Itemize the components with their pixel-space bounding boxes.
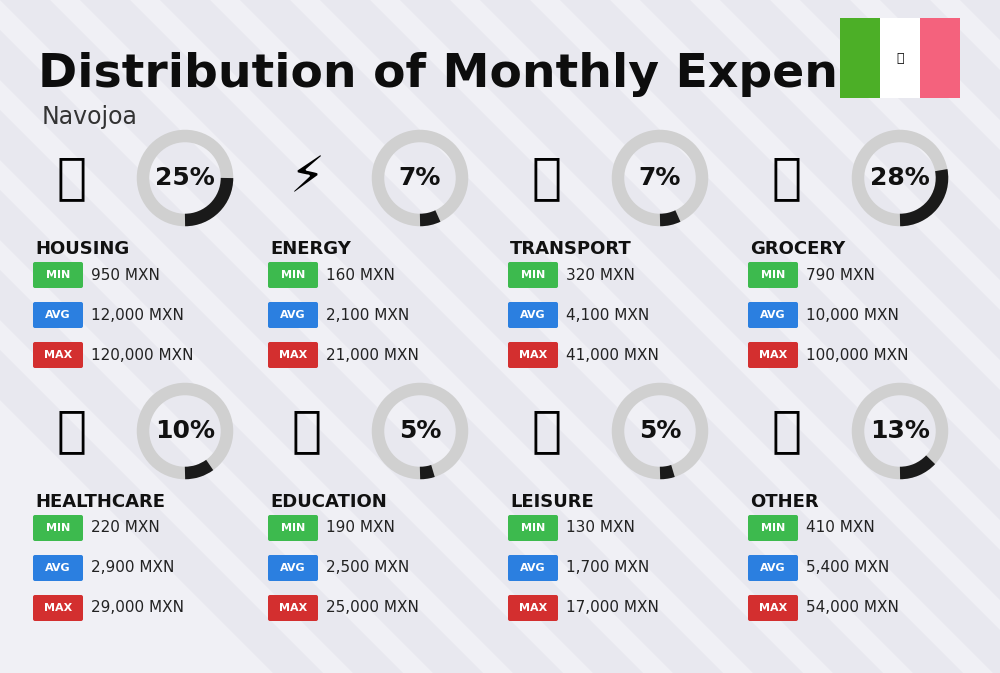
Polygon shape [0,0,643,673]
FancyBboxPatch shape [748,515,798,541]
Text: 160 MXN: 160 MXN [326,267,395,283]
Text: MAX: MAX [759,603,787,613]
Polygon shape [240,0,963,673]
Text: 10%: 10% [155,419,215,443]
FancyBboxPatch shape [748,262,798,288]
Text: 25%: 25% [155,166,215,190]
Polygon shape [0,0,323,673]
Text: MAX: MAX [279,603,307,613]
Text: AVG: AVG [520,563,546,573]
Text: 130 MXN: 130 MXN [566,520,635,536]
FancyBboxPatch shape [920,18,960,98]
Text: 410 MXN: 410 MXN [806,520,875,536]
Text: 7%: 7% [639,166,681,190]
Text: 13%: 13% [870,419,930,443]
FancyBboxPatch shape [33,555,83,581]
Polygon shape [880,0,1000,673]
Text: 7%: 7% [399,166,441,190]
Text: 100,000 MXN: 100,000 MXN [806,347,908,363]
Polygon shape [80,0,803,673]
Text: MIN: MIN [281,270,305,280]
Text: 12,000 MXN: 12,000 MXN [91,308,184,322]
Text: 220 MXN: 220 MXN [91,520,160,536]
FancyBboxPatch shape [748,595,798,621]
FancyBboxPatch shape [748,342,798,368]
FancyBboxPatch shape [748,555,798,581]
FancyBboxPatch shape [508,302,558,328]
Text: 790 MXN: 790 MXN [806,267,875,283]
FancyBboxPatch shape [268,342,318,368]
Polygon shape [160,0,883,673]
Text: OTHER: OTHER [750,493,819,511]
Text: AVG: AVG [45,310,71,320]
Text: 950 MXN: 950 MXN [91,267,160,283]
Text: 2,500 MXN: 2,500 MXN [326,561,409,575]
Text: 2,900 MXN: 2,900 MXN [91,561,174,575]
Text: HOUSING: HOUSING [35,240,129,258]
Text: MAX: MAX [279,350,307,360]
Polygon shape [0,0,483,673]
Text: 17,000 MXN: 17,000 MXN [566,600,659,616]
Text: MAX: MAX [759,350,787,360]
FancyBboxPatch shape [748,302,798,328]
Text: 41,000 MXN: 41,000 MXN [566,347,659,363]
FancyBboxPatch shape [268,262,318,288]
Text: 4,100 MXN: 4,100 MXN [566,308,649,322]
Text: MAX: MAX [519,350,547,360]
Polygon shape [0,0,723,673]
Text: 5%: 5% [639,419,681,443]
FancyBboxPatch shape [33,342,83,368]
Text: AVG: AVG [280,563,306,573]
Text: 29,000 MXN: 29,000 MXN [91,600,184,616]
Text: Distribution of Monthly Expenses: Distribution of Monthly Expenses [38,52,926,97]
Text: MIN: MIN [281,523,305,533]
FancyBboxPatch shape [33,515,83,541]
Text: AVG: AVG [760,563,786,573]
FancyBboxPatch shape [33,302,83,328]
Text: GROCERY: GROCERY [750,240,845,258]
Text: MAX: MAX [44,350,72,360]
Text: 28%: 28% [870,166,930,190]
Text: 120,000 MXN: 120,000 MXN [91,347,194,363]
Polygon shape [320,0,1000,673]
FancyBboxPatch shape [33,595,83,621]
Text: 🚌: 🚌 [532,154,562,202]
FancyBboxPatch shape [268,595,318,621]
Text: MIN: MIN [46,523,70,533]
Polygon shape [0,0,403,673]
Text: MAX: MAX [44,603,72,613]
FancyBboxPatch shape [508,555,558,581]
Text: Navojoa: Navojoa [42,105,138,129]
Text: 1,700 MXN: 1,700 MXN [566,561,649,575]
FancyBboxPatch shape [33,262,83,288]
Text: MIN: MIN [761,270,785,280]
Polygon shape [480,0,1000,673]
Text: AVG: AVG [760,310,786,320]
Text: 💰: 💰 [772,407,802,455]
FancyBboxPatch shape [508,515,558,541]
Text: LEISURE: LEISURE [510,493,594,511]
Text: 21,000 MXN: 21,000 MXN [326,347,419,363]
Polygon shape [640,0,1000,673]
Text: EDUCATION: EDUCATION [270,493,387,511]
FancyBboxPatch shape [268,302,318,328]
Text: 5,400 MXN: 5,400 MXN [806,561,889,575]
Text: MIN: MIN [521,523,545,533]
FancyBboxPatch shape [880,18,920,98]
Text: 54,000 MXN: 54,000 MXN [806,600,899,616]
Text: 🏢: 🏢 [57,154,87,202]
Text: TRANSPORT: TRANSPORT [510,240,632,258]
Text: MIN: MIN [46,270,70,280]
Text: AVG: AVG [280,310,306,320]
Text: ENERGY: ENERGY [270,240,351,258]
Text: 5%: 5% [399,419,441,443]
Text: 🏥: 🏥 [57,407,87,455]
Polygon shape [560,0,1000,673]
Text: ⚡: ⚡ [289,154,325,202]
Polygon shape [0,0,563,673]
FancyBboxPatch shape [268,555,318,581]
FancyBboxPatch shape [508,342,558,368]
Polygon shape [720,0,1000,673]
Text: 10,000 MXN: 10,000 MXN [806,308,899,322]
